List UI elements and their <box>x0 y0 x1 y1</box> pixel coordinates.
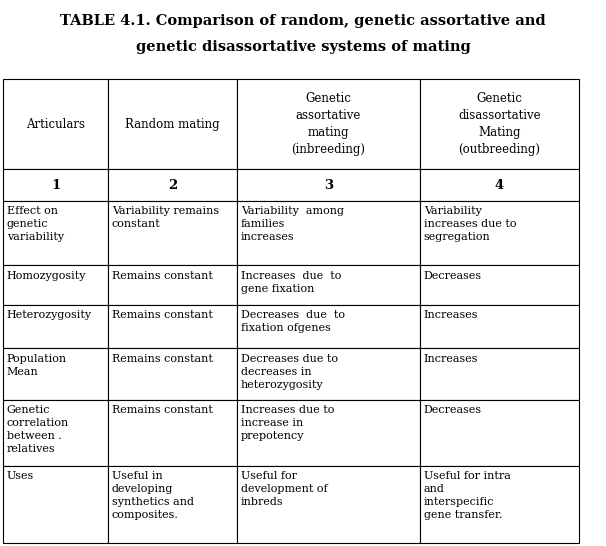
Bar <box>3 201 108 265</box>
Bar <box>108 201 237 265</box>
Bar <box>108 466 237 543</box>
Text: 2: 2 <box>168 179 177 192</box>
Bar <box>420 265 579 305</box>
Text: Remains constant: Remains constant <box>112 406 213 416</box>
Bar <box>237 400 420 466</box>
Bar <box>237 79 420 169</box>
Bar <box>3 348 108 400</box>
Text: Variability  among
families
increases: Variability among families increases <box>241 206 344 242</box>
Text: genetic disassortative systems of mating: genetic disassortative systems of mating <box>136 40 470 54</box>
Text: Useful for intra
and
interspecific
gene transfer.: Useful for intra and interspecific gene … <box>424 471 510 520</box>
Bar <box>237 305 420 348</box>
Text: Remains constant: Remains constant <box>112 310 213 320</box>
Bar <box>3 466 108 543</box>
Text: Decreases: Decreases <box>424 271 482 281</box>
Text: 4: 4 <box>495 179 504 192</box>
Text: Population
Mean: Population Mean <box>7 354 67 377</box>
Text: Effect on
genetic
variability: Effect on genetic variability <box>7 206 64 242</box>
Text: Genetic
disassortative
Mating
(outbreeding): Genetic disassortative Mating (outbreedi… <box>458 92 541 156</box>
Bar <box>237 466 420 543</box>
Text: Genetic
assortative
mating
(inbreeding): Genetic assortative mating (inbreeding) <box>291 92 365 156</box>
Bar <box>3 79 108 169</box>
Bar <box>420 169 579 201</box>
Text: 1: 1 <box>51 179 60 192</box>
Text: Useful for
development of
inbreds: Useful for development of inbreds <box>241 471 327 507</box>
Bar <box>420 305 579 348</box>
Bar <box>237 169 420 201</box>
Text: Decreases  due  to
fixation ofgenes: Decreases due to fixation ofgenes <box>241 310 345 333</box>
Text: Homozygosity: Homozygosity <box>7 271 86 281</box>
Text: Increases: Increases <box>424 354 478 364</box>
Bar <box>237 265 420 305</box>
Text: TABLE 4.1. Comparison of random, genetic assortative and: TABLE 4.1. Comparison of random, genetic… <box>60 14 546 28</box>
Bar <box>3 169 108 201</box>
Text: Uses: Uses <box>7 471 34 482</box>
Text: Genetic
correlation
between .
relatives: Genetic correlation between . relatives <box>7 406 69 454</box>
Bar <box>3 265 108 305</box>
Bar <box>108 169 237 201</box>
Bar <box>108 400 237 466</box>
Bar <box>108 348 237 400</box>
Bar <box>237 348 420 400</box>
Text: Increases: Increases <box>424 310 478 320</box>
Text: Articulars: Articulars <box>26 118 85 130</box>
Bar <box>108 305 237 348</box>
Text: 3: 3 <box>324 179 333 192</box>
Text: Remains constant: Remains constant <box>112 271 213 281</box>
Bar <box>3 305 108 348</box>
Text: Decreases due to
decreases in
heterozygosity: Decreases due to decreases in heterozygo… <box>241 354 338 389</box>
Bar <box>420 400 579 466</box>
Text: Remains constant: Remains constant <box>112 354 213 364</box>
Bar <box>108 79 237 169</box>
Bar <box>420 348 579 400</box>
Text: Heterozygosity: Heterozygosity <box>7 310 92 320</box>
Text: Increases due to
increase in
prepotency: Increases due to increase in prepotency <box>241 406 334 441</box>
Text: Decreases: Decreases <box>424 406 482 416</box>
Bar <box>420 79 579 169</box>
Bar <box>420 201 579 265</box>
Text: Variability
increases due to
segregation: Variability increases due to segregation <box>424 206 516 242</box>
Text: Variability remains
constant: Variability remains constant <box>112 206 219 229</box>
Bar <box>420 466 579 543</box>
Bar <box>237 201 420 265</box>
Bar <box>108 265 237 305</box>
Bar <box>3 400 108 466</box>
Text: Useful in
developing
synthetics and
composites.: Useful in developing synthetics and comp… <box>112 471 194 520</box>
Text: Increases  due  to
gene fixation: Increases due to gene fixation <box>241 271 341 294</box>
Text: Random mating: Random mating <box>125 118 220 130</box>
